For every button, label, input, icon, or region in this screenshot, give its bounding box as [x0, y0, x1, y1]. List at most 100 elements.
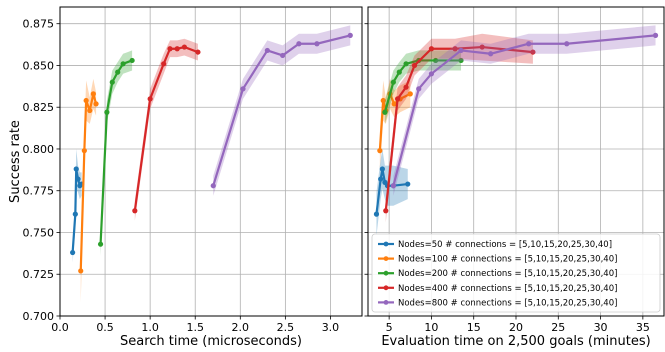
data-point	[382, 109, 388, 115]
data-point	[416, 86, 422, 92]
series-1	[70, 148, 85, 263]
data-point	[314, 41, 320, 47]
y-tick-label: 0.875	[23, 18, 55, 31]
data-point	[411, 62, 418, 69]
series-4	[132, 38, 201, 221]
confidence-band	[134, 38, 198, 221]
x-tick-label: 0.5	[96, 321, 114, 334]
legend: Nodes=50 # connections = [5,10,15,20,25,…	[371, 233, 661, 313]
series-2	[78, 78, 99, 303]
data-point	[564, 41, 570, 47]
series-line	[392, 34, 656, 186]
data-point	[78, 268, 84, 274]
y-tick-label: 0.775	[23, 185, 55, 198]
data-point	[264, 47, 270, 54]
data-point	[379, 166, 385, 172]
y-tick-label: 0.800	[23, 143, 55, 156]
data-point	[104, 109, 110, 115]
legend-marker	[383, 285, 389, 291]
data-point	[390, 183, 396, 189]
data-point	[97, 241, 104, 247]
data-point	[115, 69, 121, 75]
x-tick-label: 1.0	[141, 321, 159, 334]
data-point	[280, 52, 286, 59]
data-point	[174, 46, 180, 52]
y-tick-label: 0.825	[23, 101, 55, 114]
x-tick-label: 3.0	[322, 321, 340, 334]
legend-marker	[383, 241, 389, 247]
data-point	[90, 91, 96, 97]
data-point	[70, 249, 76, 256]
legend-item: Nodes=100 # connections = [5,10,15,20,25…	[378, 255, 617, 265]
confidence-band	[393, 25, 656, 196]
series-5	[390, 25, 659, 196]
data-point	[347, 32, 353, 38]
data-point	[380, 97, 386, 104]
data-point	[83, 97, 89, 104]
data-point	[652, 32, 659, 38]
y-tick-label: 0.850	[23, 59, 55, 72]
legend-box	[371, 233, 661, 313]
x-tick-label: 30	[594, 321, 608, 334]
x-tick-label: 25	[551, 321, 565, 334]
x-tick-label: 1.5	[186, 321, 204, 334]
data-point	[378, 176, 384, 182]
x-tick-label: 5	[386, 321, 393, 334]
series-5	[210, 25, 353, 196]
data-point	[377, 148, 383, 154]
data-point	[391, 101, 397, 107]
data-point	[167, 46, 173, 52]
data-point	[390, 79, 396, 85]
data-point	[72, 211, 78, 217]
data-point	[407, 91, 413, 97]
series-3	[382, 50, 464, 124]
plot-frame	[367, 6, 665, 317]
data-point	[403, 61, 409, 67]
data-point	[195, 49, 201, 55]
data-point	[530, 49, 536, 55]
data-point	[452, 46, 458, 52]
y-tick-label: 0.700	[23, 310, 55, 323]
data-point	[210, 183, 216, 189]
data-point	[526, 41, 532, 47]
x-tick-label: 2.0	[232, 321, 250, 334]
data-point	[373, 211, 380, 217]
data-point	[428, 46, 435, 52]
legend-label: Nodes=100 # connections = [5,10,15,20,25…	[398, 255, 617, 265]
legend-item: Nodes=400 # connections = [5,10,15,20,25…	[378, 284, 617, 294]
data-point	[132, 208, 138, 214]
data-point	[73, 166, 79, 172]
confidence-band	[385, 33, 533, 223]
data-point	[405, 181, 411, 187]
data-point	[129, 57, 135, 64]
series-line	[133, 45, 199, 211]
x-tick-label: 20	[509, 321, 523, 334]
data-point	[296, 41, 302, 47]
y-axis-label: Success rate	[8, 120, 23, 203]
x-tick-label: 2.5	[277, 321, 295, 334]
data-point	[87, 107, 93, 114]
data-point	[479, 44, 485, 50]
confidence-band	[384, 50, 462, 124]
data-point	[75, 176, 81, 182]
x-tick-label: 10	[424, 321, 438, 334]
data-point	[161, 61, 167, 67]
data-point	[147, 96, 153, 102]
legend-marker	[383, 256, 389, 261]
legend-item: Nodes=800 # connections = [5,10,15,20,25…	[378, 298, 617, 308]
series-4	[383, 33, 536, 223]
data-point	[120, 61, 126, 67]
data-point	[240, 86, 246, 92]
panel-1: 0.0 0.5 1.0 1.5 2.0 2.5 3.0 0.700 0.725 0.750 0.77…	[8, 6, 363, 349]
legend-item: Nodes=200 # connections = [5,10,15,20,25…	[378, 269, 617, 279]
data-point	[433, 57, 439, 64]
x-tick-label: 15	[467, 321, 481, 334]
series-3	[97, 50, 135, 256]
data-point	[93, 101, 99, 107]
y-tick-label: 0.725	[23, 268, 55, 281]
x-tick-label: 0.0	[51, 321, 69, 334]
legend-label: Nodes=200 # connections = [5,10,15,20,25…	[398, 269, 617, 279]
